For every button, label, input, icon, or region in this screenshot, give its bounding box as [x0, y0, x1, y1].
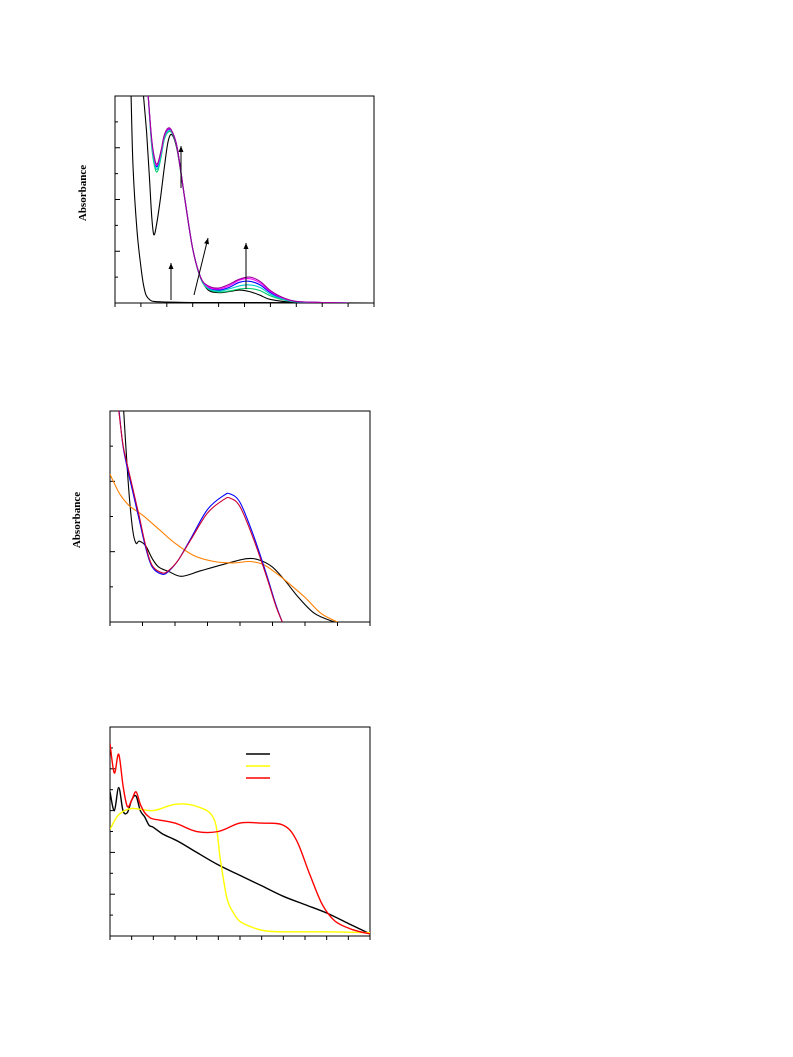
series-line-1	[110, 474, 338, 622]
series-line-2	[147, 96, 349, 303]
series-line-6	[147, 96, 349, 303]
y-axis-label: Absorbance	[71, 492, 83, 548]
absorbance-spectra-chart-middle: Absorbance	[71, 410, 371, 626]
spectra-chart-bottom	[109, 726, 371, 940]
arrow-up-1	[178, 146, 184, 188]
y-axis-label: Absorbance	[77, 165, 89, 221]
series-line-0	[130, 96, 374, 303]
series-line-2	[110, 743, 370, 935]
arrow-diagonal	[193, 237, 209, 296]
plot-frame	[109, 726, 371, 937]
series-line-3	[118, 411, 283, 622]
series-line-0	[123, 411, 335, 622]
series-line-5	[147, 96, 349, 303]
series-line-4	[147, 96, 349, 303]
series-line-3	[147, 96, 349, 303]
series-line-0	[110, 786, 370, 935]
absorbance-spectra-chart-top: Absorbance	[77, 95, 375, 307]
arrow-up-3	[243, 243, 249, 289]
plot-frame	[114, 95, 375, 304]
plot-frame	[109, 410, 371, 623]
series-line-1	[110, 803, 370, 934]
arrow-up-2	[168, 263, 174, 300]
